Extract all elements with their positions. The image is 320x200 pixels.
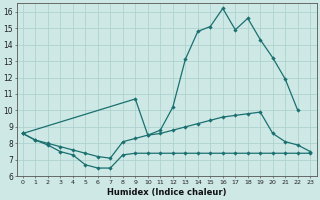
- X-axis label: Humidex (Indice chaleur): Humidex (Indice chaleur): [107, 188, 226, 197]
